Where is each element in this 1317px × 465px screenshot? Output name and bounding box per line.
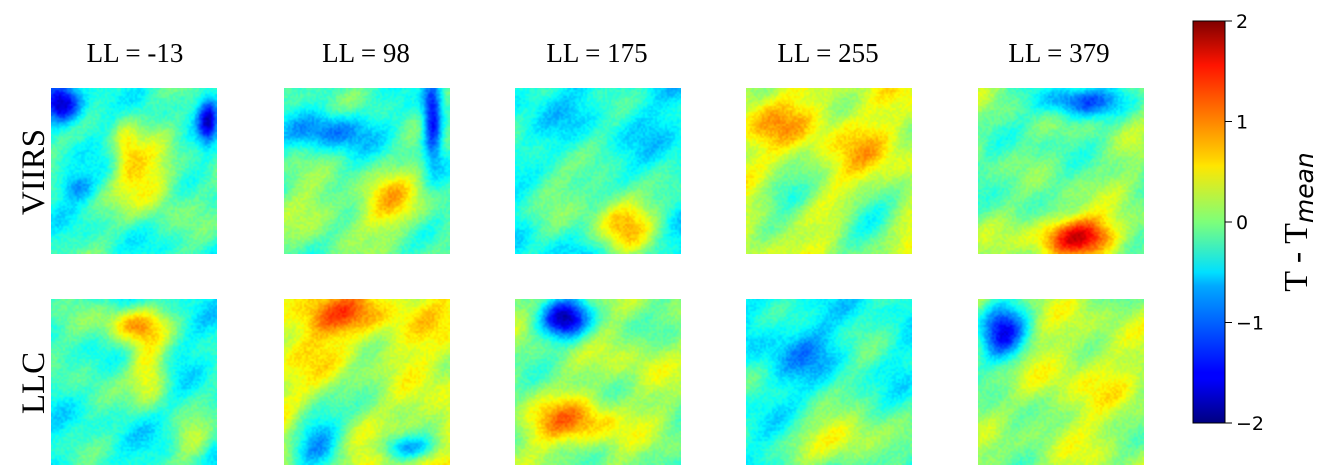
heatmap-grid: [51, 88, 1144, 465]
heatmap-panel-llc-1: [51, 299, 217, 465]
heatmap-panel-llc-5: [978, 299, 1144, 465]
heatmap-panel-viirs-3: [515, 88, 681, 254]
colorbar-tick-label: 0: [1236, 212, 1248, 234]
heatmap-panel-viirs-4: [746, 88, 912, 254]
column-title-2: LL = 98: [322, 38, 410, 68]
column-title-4: LL = 255: [777, 38, 878, 68]
heatmap-panel-viirs-1: [51, 88, 217, 254]
heatmap-panel-viirs-5: [978, 88, 1144, 254]
colorbar-label: T - Tmean: [1278, 152, 1317, 292]
colorbar-tick-label: −2: [1236, 413, 1264, 435]
colorbar-ticks: 2 1 0 −1 −2: [1225, 11, 1264, 435]
row-label-llc: LLC: [16, 352, 52, 414]
colorbar-tick-label: 2: [1236, 11, 1248, 33]
row-label-viirs: VIIRS: [16, 129, 52, 215]
colorbar-gradient: [1192, 20, 1226, 424]
column-title-3: LL = 175: [546, 38, 647, 68]
heatmap-panel-viirs-2: [284, 88, 450, 254]
heatmap-panel-llc-4: [746, 299, 912, 465]
heatmap-panel-llc-3: [515, 299, 681, 465]
heatmap-panel-llc-2: [284, 299, 450, 465]
colorbar-tick-label: −1: [1236, 313, 1264, 335]
colorbar-label-sub: mean: [1290, 152, 1317, 223]
colorbar-label-main: T - T: [1278, 223, 1315, 292]
colorbar-tick-label: 1: [1236, 112, 1248, 134]
column-title-1: LL = -13: [87, 38, 184, 68]
colorbar: 2 1 0 −1 −2 T - Tmean: [1192, 11, 1317, 435]
column-title-5: LL = 379: [1008, 38, 1109, 68]
